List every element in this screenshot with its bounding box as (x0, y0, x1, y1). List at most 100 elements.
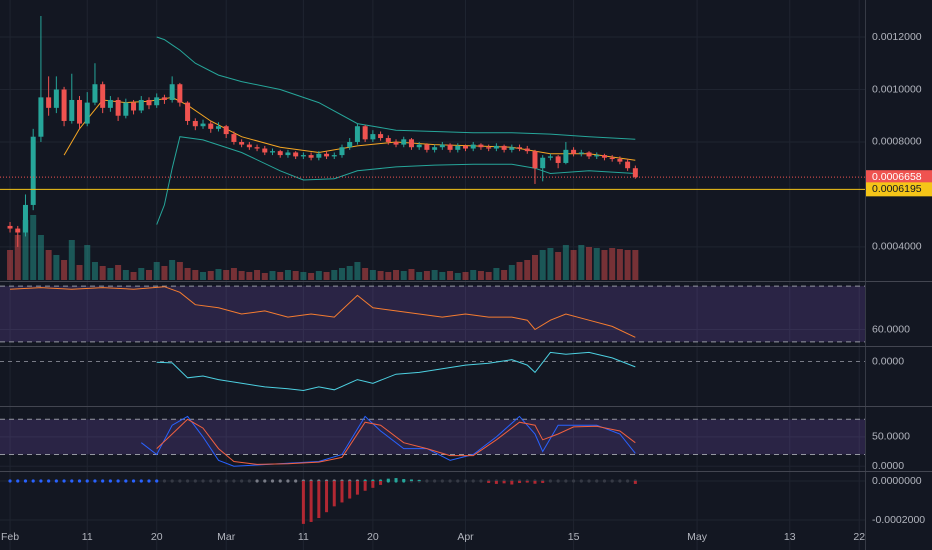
signal-dot (286, 479, 290, 483)
candle-body (262, 148, 268, 153)
line-series (140, 415, 636, 467)
signal-dot (8, 479, 12, 483)
candle-body (517, 147, 523, 149)
volume-bar (493, 268, 500, 280)
price-label: 0.0006658 (872, 171, 922, 183)
signal-dot (294, 479, 298, 483)
y-tick-label: 0.0000000 (872, 475, 922, 487)
signal-dot (587, 479, 591, 483)
candle-body (53, 89, 59, 108)
signal-dot (31, 479, 35, 483)
signal-dot (16, 479, 20, 483)
signal-dot (193, 479, 197, 483)
signal-dot (116, 479, 120, 483)
volume-bar (586, 247, 593, 280)
candle-body (571, 149, 577, 154)
candle-body (154, 97, 160, 106)
volume-bar (547, 248, 554, 280)
volume-bar (61, 260, 68, 280)
y-tick-label: 0.0004000 (872, 241, 922, 253)
signal-dot (602, 479, 607, 483)
price-label-box (866, 170, 932, 185)
volume-bar (84, 245, 91, 280)
volume-bar (377, 271, 384, 280)
volume-bar (362, 268, 369, 280)
histogram-bar (541, 481, 545, 483)
candle-body (354, 126, 360, 142)
histogram-bar (402, 479, 406, 482)
signal-dot (77, 479, 82, 483)
candle-body (408, 139, 414, 148)
signal-dot (70, 479, 74, 483)
signal-dot (479, 479, 483, 483)
volume-bar (562, 245, 569, 280)
x-tick-label: Mar (217, 531, 236, 543)
signal-dot (270, 479, 275, 483)
volume-bar (138, 268, 145, 280)
volume-bar (45, 250, 52, 280)
volume-bar (230, 268, 237, 280)
candle-body (115, 99, 121, 116)
candle-body (478, 144, 484, 148)
candle-body (239, 141, 245, 145)
volume-bar (516, 262, 523, 280)
volume-bar (269, 271, 276, 280)
signal-dot (108, 479, 112, 483)
y-tick-label: 0.0010000 (872, 83, 922, 95)
signal-dot (548, 479, 553, 483)
candle-body (38, 97, 44, 137)
histogram-bar (379, 481, 383, 485)
signal-dot (170, 479, 174, 483)
volume-bar (601, 250, 608, 280)
candle-body (146, 99, 152, 106)
volume-bar (408, 269, 415, 280)
volume-bar (331, 270, 338, 280)
volume-bar (300, 272, 307, 280)
candle-body (185, 102, 191, 121)
candle-body (92, 84, 98, 103)
histogram-bar (533, 481, 537, 484)
candle-body (339, 147, 345, 156)
band-fill (0, 419, 865, 455)
x-tick-label: 13 (784, 531, 796, 543)
volume-bar (477, 271, 484, 280)
volume-bar (200, 272, 207, 280)
volume-bar (192, 270, 199, 280)
candle-body (285, 152, 291, 156)
volume-bar (145, 270, 152, 280)
candle-body (509, 147, 515, 150)
volume-bar (485, 272, 492, 280)
signal-dot (185, 479, 190, 483)
signal-dot (425, 479, 429, 483)
candle-body (177, 84, 183, 103)
volume-bar (122, 270, 129, 280)
signal-dot (162, 479, 167, 483)
candle-body (223, 126, 229, 135)
volume-bar (169, 260, 176, 280)
volume-bar (246, 272, 253, 280)
candle-body (277, 151, 283, 156)
histogram-bar (633, 481, 637, 484)
candle-body (524, 148, 530, 152)
volume-bar (37, 235, 44, 280)
candle-body (455, 145, 461, 150)
candle-body (169, 84, 175, 100)
volume-bar (130, 272, 137, 280)
x-tick-label: 20 (151, 531, 163, 543)
x-tick-label: 11 (298, 531, 309, 543)
volume-bar (416, 272, 423, 280)
candle-body (362, 126, 368, 140)
volume-bar (254, 270, 261, 280)
volume-bar (501, 270, 508, 280)
candle-body (22, 204, 28, 233)
volume-bar (400, 271, 407, 280)
histogram-bar (332, 481, 336, 507)
candle-body (501, 145, 507, 150)
signal-dot (618, 479, 622, 483)
volume-bar (369, 270, 376, 280)
candle-body (84, 102, 90, 124)
signal-dot (595, 479, 599, 483)
candle-body (324, 153, 330, 157)
volume-bar (261, 273, 268, 280)
signal-dot (23, 479, 28, 483)
